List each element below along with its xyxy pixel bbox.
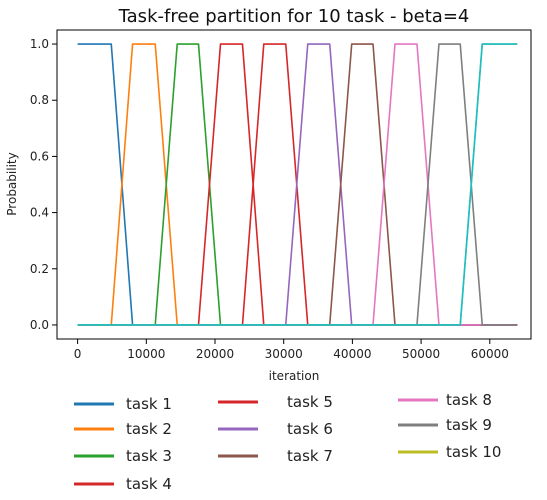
legend-label: task 1	[126, 395, 172, 413]
legend: task 1 task 2 task 3 task 4 task 5 task 6 task…	[74, 391, 501, 493]
legend-label: task 6	[287, 420, 333, 438]
legend-label: task 3	[126, 447, 172, 465]
legend-label: task 2	[126, 420, 172, 438]
x-tick-label: 40000	[333, 347, 371, 361]
y-axis-label: Probability	[5, 152, 19, 215]
x-axis-label: iteration	[269, 369, 320, 383]
y-tick-label: 0.4	[30, 206, 49, 220]
series-line-6	[77, 43, 518, 326]
legend-label: task 7	[287, 447, 333, 465]
y-tick-label: 0.2	[30, 262, 49, 276]
legend-label: task 9	[446, 416, 492, 434]
x-tick-label: 10000	[127, 347, 165, 361]
x-tick-label: 20000	[196, 347, 234, 361]
chart-title: Task-free partition for 10 task - beta=4	[118, 6, 470, 27]
y-tick-label: 0.0	[30, 318, 49, 332]
plot-frame	[56, 29, 532, 340]
x-tick-label: 50000	[402, 347, 440, 361]
y-tick-label: 1.0	[30, 37, 49, 51]
plot-area	[77, 43, 518, 326]
y-tick-label: 0.6	[30, 149, 49, 163]
series-line-11	[77, 43, 518, 326]
legend-label: task 5	[287, 393, 333, 411]
x-tick-label: 30000	[265, 347, 303, 361]
x-tick-label: 0	[74, 347, 82, 361]
x-tick-label: 60000	[471, 347, 509, 361]
y-tick-label: 0.8	[30, 93, 49, 107]
legend-label: task 8	[446, 391, 492, 409]
legend-label: task 10	[446, 443, 501, 461]
legend-label: task 4	[126, 475, 172, 493]
axis-ticks: 0 10000 20000 30000 40000 50000 60000 0.0 0.2 0.4…	[30, 37, 509, 361]
